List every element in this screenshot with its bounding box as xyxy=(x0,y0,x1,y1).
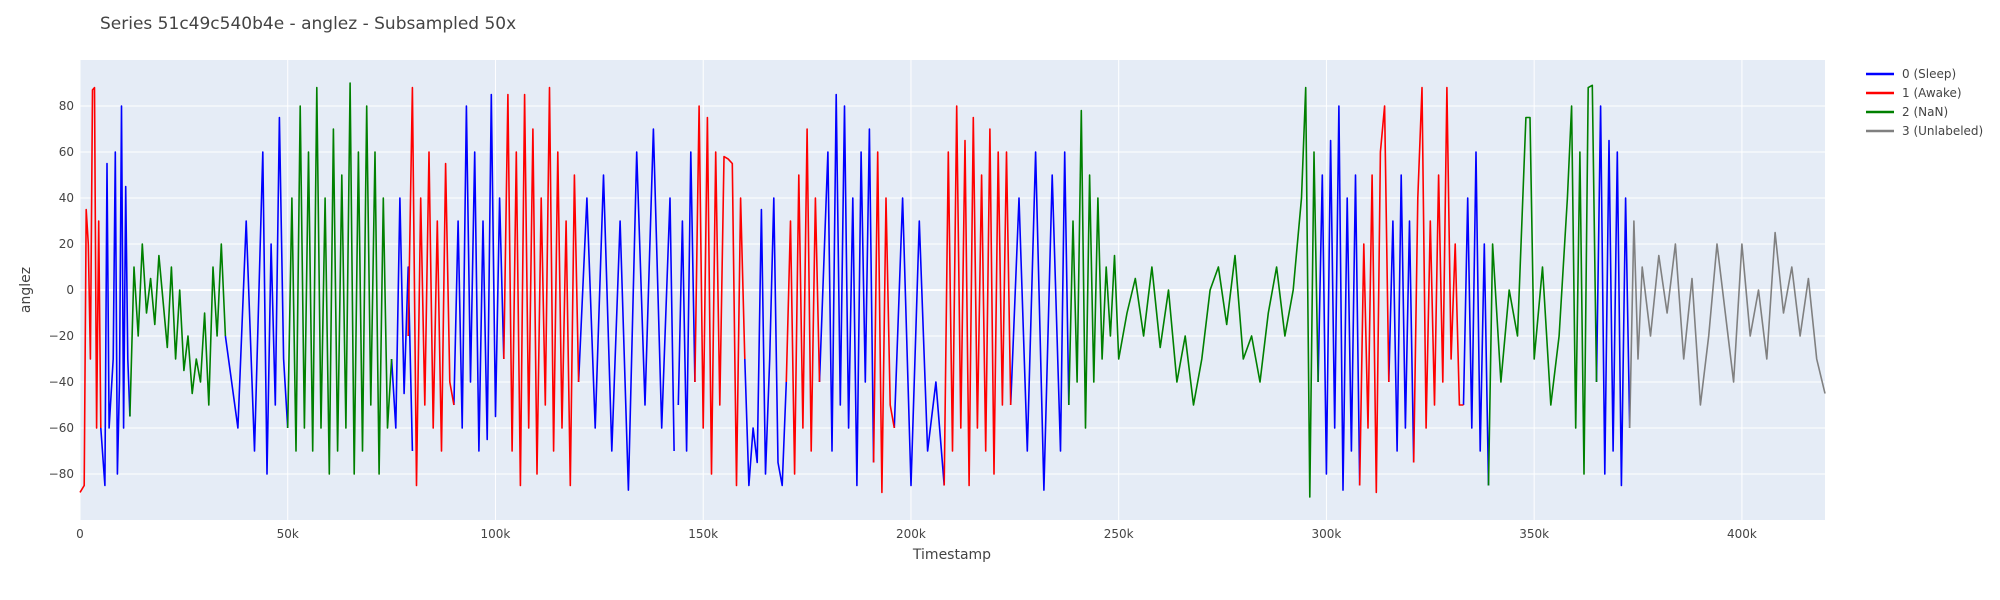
x-tick-label: 350k xyxy=(1519,527,1549,541)
series-line-0-3 xyxy=(453,93,505,452)
legend-item[interactable]: 1 (Awake) xyxy=(1866,86,1962,100)
series-line-0-8 xyxy=(893,197,945,487)
series-line-1-5 xyxy=(872,151,896,494)
series-layer xyxy=(79,82,1826,498)
legend[interactable]: 0 (Sleep) 1 (Awake) 2 (NaN) 3 (Unlabeled) xyxy=(1866,67,1983,138)
y-tick-label: −40 xyxy=(49,375,74,389)
series-line-1-1 xyxy=(407,86,455,487)
series-line-1-7 xyxy=(1358,105,1390,494)
y-tick-label: 0 xyxy=(66,283,74,297)
series-0 xyxy=(100,93,1631,491)
series-line-0-5 xyxy=(677,151,696,452)
x-tick-label: 200k xyxy=(896,527,926,541)
series-line-2-1 xyxy=(286,82,393,475)
series-line-0-6 xyxy=(744,197,788,487)
series-line-2-3 xyxy=(1487,84,1598,486)
x-tick-label: 0 xyxy=(76,527,84,541)
series-3 xyxy=(1628,220,1826,429)
y-tick-label: −80 xyxy=(49,467,74,481)
series-line-0-9 xyxy=(1009,151,1070,491)
y-tick-label: 60 xyxy=(59,145,74,159)
legend-label: 0 (Sleep) xyxy=(1902,67,1956,81)
legend-label: 1 (Awake) xyxy=(1902,86,1962,100)
series-line-1-6 xyxy=(943,105,1012,487)
y-axis-label: anglez xyxy=(18,267,34,313)
y-tick-label: −60 xyxy=(49,421,74,435)
x-tick-label: 300k xyxy=(1311,527,1341,541)
series-line-1-4 xyxy=(785,128,821,475)
y-tick-label: −20 xyxy=(49,329,74,343)
x-tick-label: 400k xyxy=(1727,527,1757,541)
y-tick-label: 80 xyxy=(59,99,74,113)
series-line-0-1 xyxy=(224,116,289,475)
legend-item[interactable]: 0 (Sleep) xyxy=(1866,67,1956,81)
legend-label: 3 (Unlabeled) xyxy=(1902,124,1983,138)
x-tick-label: 100k xyxy=(481,527,511,541)
series-2 xyxy=(129,82,1598,498)
series-line-1-2 xyxy=(503,86,580,487)
x-axis-label: Timestamp xyxy=(912,547,991,563)
series-line-0-11 xyxy=(1388,174,1415,463)
x-tick-label: 150k xyxy=(688,527,718,541)
y-axis-ticks: −80 −60 −40 −20 0 20 40 60 80 xyxy=(49,99,74,481)
legend-item[interactable]: 3 (Unlabeled) xyxy=(1866,124,1983,138)
series-line-1-0 xyxy=(79,86,102,493)
y-tick-label: 40 xyxy=(59,191,74,205)
series-line-0-7 xyxy=(818,93,875,487)
series-line-1-3 xyxy=(694,105,746,487)
series-line-0-12 xyxy=(1462,151,1490,486)
series-1 xyxy=(79,86,1464,494)
series-line-2-0 xyxy=(129,243,227,417)
legend-item[interactable]: 2 (NaN) xyxy=(1866,105,1948,119)
series-line-0-13 xyxy=(1595,105,1631,487)
series-line-1-8 xyxy=(1412,86,1464,463)
series-line-0-0 xyxy=(100,105,131,487)
y-tick-label: 20 xyxy=(59,237,74,251)
x-tick-label: 250k xyxy=(1104,527,1134,541)
x-axis-ticks: 0 50k 100k 150k 200k 250k 300k 350k 400k xyxy=(76,527,1757,541)
series-line-3-0 xyxy=(1628,220,1826,429)
legend-label: 2 (NaN) xyxy=(1902,105,1948,119)
series-line-2-2 xyxy=(1068,86,1319,498)
series-line-0-10 xyxy=(1317,105,1361,491)
x-tick-label: 50k xyxy=(277,527,299,541)
series-line-0-4 xyxy=(577,128,675,491)
chart-title: Series 51c49c540b4e - anglez - Subsample… xyxy=(100,14,516,34)
